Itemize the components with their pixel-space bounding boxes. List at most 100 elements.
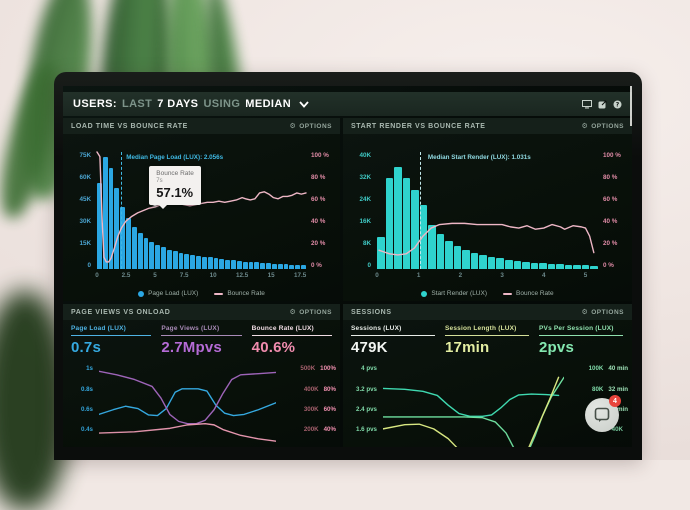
share-icon[interactable]: [598, 100, 607, 109]
panel-title: LOAD TIME VS BOUNCE RATE: [71, 122, 188, 130]
chat-widget-button[interactable]: 4: [585, 395, 621, 432]
metric-session-length[interactable]: Session Length (LUX) 17min: [445, 325, 529, 356]
panel-load-time: LOAD TIME VS BOUNCE RATE ⚙ OPTIONS 75K 60K…: [63, 118, 340, 301]
axis-tick-label: 60 %: [311, 196, 326, 203]
x-tick-label: 5: [153, 272, 157, 279]
y-axis-left: 75K 60K 45K 30K 15K 0: [69, 152, 91, 269]
axis-tick-label: 8K: [362, 240, 371, 247]
axis-tick-label: 100%: [320, 365, 336, 373]
x-tick-label: 2: [458, 272, 463, 279]
gear-icon: ⚙: [289, 309, 297, 316]
axis-tick-label: 0.6s: [80, 406, 93, 414]
chat-badge: 4: [609, 395, 621, 407]
axis-tick-label: 24K: [359, 196, 371, 203]
axis-tick-label: 4 pvs: [361, 365, 377, 373]
x-tick-label: 5: [583, 272, 588, 279]
x-tick-label: 4: [542, 272, 546, 279]
median-annotation: Median Page Load (LUX): 2.056s: [126, 154, 224, 161]
sessions-chart[interactable]: [383, 362, 564, 447]
page-views-chart[interactable]: [99, 362, 276, 447]
options-button[interactable]: ⚙ OPTIONS: [581, 122, 624, 131]
title-using: USING: [203, 98, 241, 110]
title-last: LAST: [121, 98, 153, 110]
y-axis-right: 100 % 80 % 60 % 40 % 20 % 0 %: [603, 152, 627, 269]
axis-tick-label: 100 %: [311, 152, 329, 159]
gear-icon: ⚙: [581, 123, 589, 130]
title-users: USERS:: [73, 98, 117, 110]
legend-page-load[interactable]: Page Load (LUX): [138, 290, 198, 297]
legend-bounce-rate[interactable]: Bounce Rate: [214, 290, 265, 297]
chevron-down-icon[interactable]: [299, 100, 309, 108]
title-days: 7 DAYS: [157, 98, 199, 110]
x-tick-label: 12.5: [235, 272, 249, 279]
axis-tick-label: 0 %: [603, 262, 614, 269]
x-tick-label: 7.5: [179, 272, 189, 279]
start-render-chart[interactable]: Median Start Render (LUX): 1.031s: [377, 152, 598, 269]
help-icon[interactable]: ?: [613, 100, 622, 109]
axis-tick-label: 15K: [79, 240, 91, 247]
chart-legend: Start Render (LUX) Bounce Rate: [343, 290, 632, 297]
axis-tick-label: 1.6 pvs: [356, 426, 377, 434]
axis-tick-label: 40 %: [311, 218, 326, 225]
axis-tick-label: 500K: [300, 365, 316, 373]
options-button[interactable]: ⚙ OPTIONS: [581, 308, 624, 317]
axis-tick-label: 100 %: [603, 152, 621, 159]
laptop-bezel: USERS: LAST 7 DAYS USING MEDIAN ? LOA: [54, 72, 642, 460]
y-axis-left: 1s 0.8s 0.6s 0.4s: [69, 365, 93, 433]
axis-tick-label: 0: [367, 262, 371, 269]
axis-tick-label: 60K: [79, 174, 91, 181]
x-axis: 0 2.5 5 7.5 10 12.5 15 17.5: [95, 272, 306, 281]
axis-tick-label: 40%: [323, 426, 336, 434]
load-time-chart[interactable]: Median Page Load (LUX): 2.056s Bounce Ra…: [97, 152, 306, 269]
axis-tick-label: 40 %: [603, 218, 618, 225]
x-axis: 0 1 2 3 4 5: [375, 272, 598, 281]
histogram-bars: [97, 152, 306, 269]
axis-tick-label: 200K: [303, 426, 319, 434]
median-line: [419, 152, 421, 269]
dashboard-screen: USERS: LAST 7 DAYS USING MEDIAN ? LOA: [63, 86, 632, 447]
axis-tick-label: 0.8s: [80, 385, 93, 393]
dashboard-title[interactable]: USERS: LAST 7 DAYS USING MEDIAN: [73, 98, 309, 110]
chat-bubble-icon: [594, 407, 610, 422]
legend-bounce-rate[interactable]: Bounce Rate: [503, 290, 554, 297]
x-tick-label: 3: [500, 272, 504, 279]
axis-tick-label: 100K: [588, 365, 604, 373]
axis-tick-label: 45K: [79, 196, 91, 203]
axis-tick-label: 40 min: [608, 365, 628, 373]
x-tick-label: 0: [95, 272, 99, 279]
metric-page-views[interactable]: Page Views (LUX) 2.7Mpvs: [161, 325, 242, 356]
axis-tick-label: 1s: [86, 365, 93, 373]
axis-tick-label: 300K: [303, 406, 319, 414]
axis-tick-label: 40K: [611, 426, 623, 434]
dashboard-header: USERS: LAST 7 DAYS USING MEDIAN ?: [63, 92, 632, 116]
axis-tick-label: 40K: [359, 152, 371, 159]
metrics-row: Page Load (LUX) 0.7s Page Views (LUX) 2.7M…: [63, 320, 340, 358]
x-tick-label: 10: [209, 272, 217, 279]
axis-tick-label: 32 min: [608, 385, 628, 393]
display-icon[interactable]: [582, 99, 592, 109]
metric-page-load[interactable]: Page Load (LUX) 0.7s: [71, 325, 152, 356]
metric-sessions[interactable]: Sessions (LUX) 479K: [351, 325, 435, 356]
axis-tick-label: 75K: [79, 152, 91, 159]
axis-tick-label: 20 %: [603, 240, 618, 247]
y-axis-right: 500K 100% 400K 80% 300K 60% 200K 40%: [300, 365, 336, 433]
panel-title: START RENDER VS BOUNCE RATE: [351, 122, 486, 130]
y-axis-left: 4 pvs 3.2 pvs 2.4 pvs 1.6 pvs: [349, 365, 377, 433]
panel-page-views: PAGE VIEWS VS ONLOAD ⚙ OPTIONS Page Load …: [63, 304, 340, 447]
axis-tick-label: 80%: [323, 385, 336, 393]
axis-tick-label: 3.2 pvs: [356, 385, 377, 393]
options-button[interactable]: ⚙ OPTIONS: [289, 308, 332, 317]
metric-bounce-rate[interactable]: Bounce Rate (LUX) 40.6%: [251, 325, 332, 356]
gear-icon: ⚙: [581, 309, 589, 316]
panel-sessions: SESSIONS ⚙ OPTIONS Sessions (LUX) 479K Ses…: [343, 304, 632, 447]
bounce-rate-tooltip: Bounce Rate 7s 57.1%: [149, 166, 201, 210]
chart-legend: Page Load (LUX) Bounce Rate: [63, 290, 340, 297]
legend-start-render[interactable]: Start Render (LUX): [421, 290, 487, 297]
metric-pvs-per-session[interactable]: PVs Per Session (LUX) 2pvs: [539, 325, 623, 356]
metrics-row: Sessions (LUX) 479K Session Length (LUX) 1…: [343, 320, 632, 358]
options-button[interactable]: ⚙ OPTIONS: [289, 122, 332, 131]
axis-tick-label: 20 %: [311, 240, 326, 247]
axis-tick-label: 400K: [303, 385, 319, 393]
gear-icon: ⚙: [289, 123, 297, 130]
axis-tick-label: 80 %: [311, 174, 326, 181]
